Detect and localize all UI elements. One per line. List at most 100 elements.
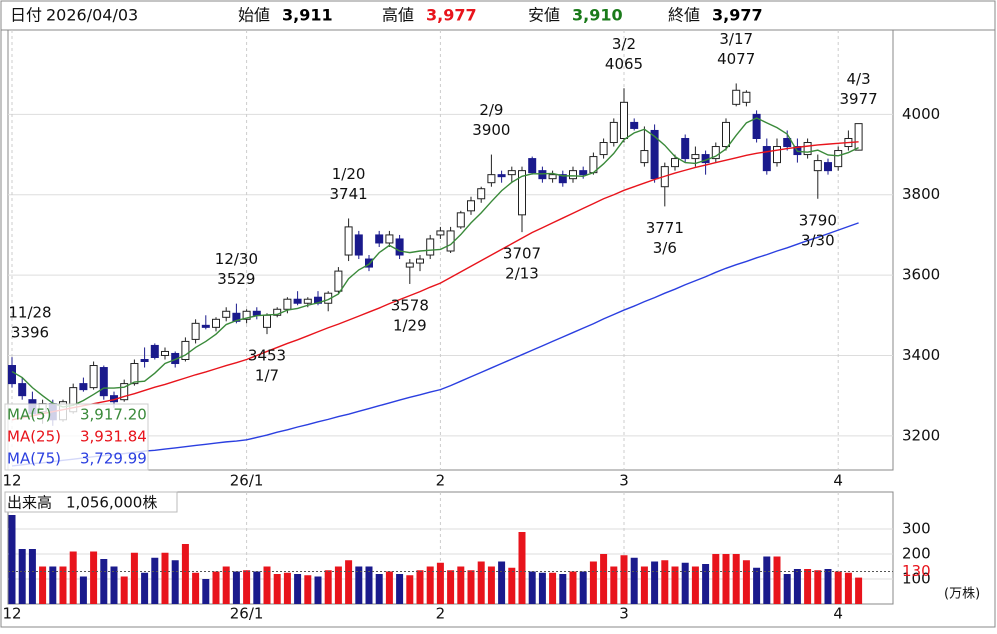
candle-body bbox=[752, 113, 761, 139]
volume-bar bbox=[90, 551, 98, 604]
candle-body bbox=[344, 226, 353, 256]
volume-bar bbox=[600, 554, 608, 604]
annotation-value: 4065 bbox=[605, 55, 643, 73]
volume-bar bbox=[385, 571, 393, 604]
candle-body bbox=[620, 101, 628, 139]
volume-bar bbox=[100, 559, 108, 604]
volume-bar bbox=[671, 566, 679, 604]
annotation-value: 3529 bbox=[217, 270, 255, 288]
candle-body bbox=[813, 160, 822, 172]
candle-body bbox=[283, 298, 292, 310]
volume-bar bbox=[467, 570, 475, 604]
volume-bar bbox=[263, 566, 271, 604]
volume-bar bbox=[202, 579, 210, 604]
volume-bar bbox=[681, 562, 689, 604]
x-tick-label: 12 bbox=[2, 472, 21, 490]
candle-body bbox=[161, 350, 169, 356]
annotation-date: 12/30 bbox=[215, 250, 258, 268]
candle-body bbox=[558, 174, 567, 184]
candle-body bbox=[548, 174, 557, 180]
volume-bar bbox=[396, 574, 404, 604]
main-panel bbox=[7, 29, 894, 471]
legend-name: MA(5) bbox=[7, 406, 51, 424]
volume-bar bbox=[283, 572, 291, 604]
volume-bar bbox=[722, 554, 730, 604]
volume-bar bbox=[294, 574, 302, 604]
volume-bar bbox=[824, 569, 832, 604]
candle-body bbox=[854, 123, 863, 151]
candle-body bbox=[212, 318, 220, 328]
volume-bar bbox=[661, 560, 669, 604]
candle-body bbox=[79, 383, 88, 391]
y-tick-label: 200 bbox=[902, 545, 931, 563]
candle-body bbox=[467, 200, 475, 212]
annotation-value: 3741 bbox=[330, 185, 368, 203]
volume-bar bbox=[589, 561, 597, 604]
volume-bar bbox=[18, 549, 26, 604]
volume-bar bbox=[712, 554, 720, 604]
candle-body bbox=[528, 158, 537, 174]
ma-line bbox=[11, 117, 859, 408]
volume-bar bbox=[763, 556, 771, 604]
volume-bar bbox=[487, 566, 495, 604]
y-tick-label: 4000 bbox=[902, 105, 940, 123]
annotation-value: 3707 bbox=[503, 245, 541, 263]
candle-body bbox=[681, 137, 690, 160]
x-tick-label: 3 bbox=[619, 605, 629, 623]
volume-bar bbox=[141, 572, 149, 604]
candle-body bbox=[395, 238, 404, 256]
annotation-date: 1/20 bbox=[332, 165, 366, 183]
candle-body bbox=[232, 312, 241, 322]
candle-body bbox=[722, 121, 730, 148]
volume-bar bbox=[375, 574, 383, 604]
annotation-date: 1/7 bbox=[255, 367, 279, 385]
volume-bar bbox=[834, 571, 842, 604]
volume-bar bbox=[416, 570, 424, 604]
candle-body bbox=[609, 121, 618, 144]
y-tick-label: 3600 bbox=[902, 266, 940, 284]
volume-bar bbox=[171, 560, 179, 604]
y-tick-label: 100 bbox=[902, 570, 931, 588]
candle-body bbox=[99, 367, 108, 397]
annotation-date: 4/3 bbox=[847, 70, 871, 88]
candle-body bbox=[579, 170, 588, 176]
volume-bar bbox=[324, 570, 332, 604]
volume-bar bbox=[365, 566, 373, 604]
x-tick-label: 2 bbox=[436, 472, 446, 490]
candle-body bbox=[456, 212, 465, 228]
legend-name: MA(75) bbox=[7, 450, 61, 468]
candle-body bbox=[252, 310, 261, 316]
candle-body bbox=[303, 298, 312, 304]
unit-label: (万株) bbox=[944, 587, 980, 602]
candle-body bbox=[630, 121, 639, 129]
volume-bar bbox=[304, 575, 312, 604]
volume-bar bbox=[39, 566, 47, 604]
volume-bar bbox=[477, 561, 485, 604]
volume-bar bbox=[130, 552, 138, 604]
volume-bar bbox=[345, 560, 353, 604]
candle-body bbox=[354, 234, 363, 256]
candle-body bbox=[201, 324, 210, 328]
candle-body bbox=[497, 174, 506, 178]
header-value: 3,910 bbox=[572, 6, 623, 25]
candle-body bbox=[140, 358, 149, 363]
volume-bar bbox=[844, 572, 852, 604]
annotation-date: 3/30 bbox=[801, 231, 835, 249]
candle-body bbox=[150, 344, 159, 358]
candle-body bbox=[263, 314, 271, 328]
candle-body bbox=[222, 310, 231, 318]
volume-bar bbox=[793, 569, 801, 604]
volume-bar bbox=[732, 554, 740, 604]
volume-bar bbox=[273, 574, 281, 604]
volume-bar bbox=[355, 566, 363, 604]
candle-body bbox=[538, 170, 547, 180]
annotation-value: 3790 bbox=[799, 211, 837, 229]
candle-body bbox=[711, 146, 720, 160]
legend-value: 3,917.20 bbox=[80, 406, 147, 424]
volume-bar bbox=[457, 566, 465, 604]
candle-body bbox=[487, 174, 496, 184]
candle-body bbox=[181, 340, 190, 360]
